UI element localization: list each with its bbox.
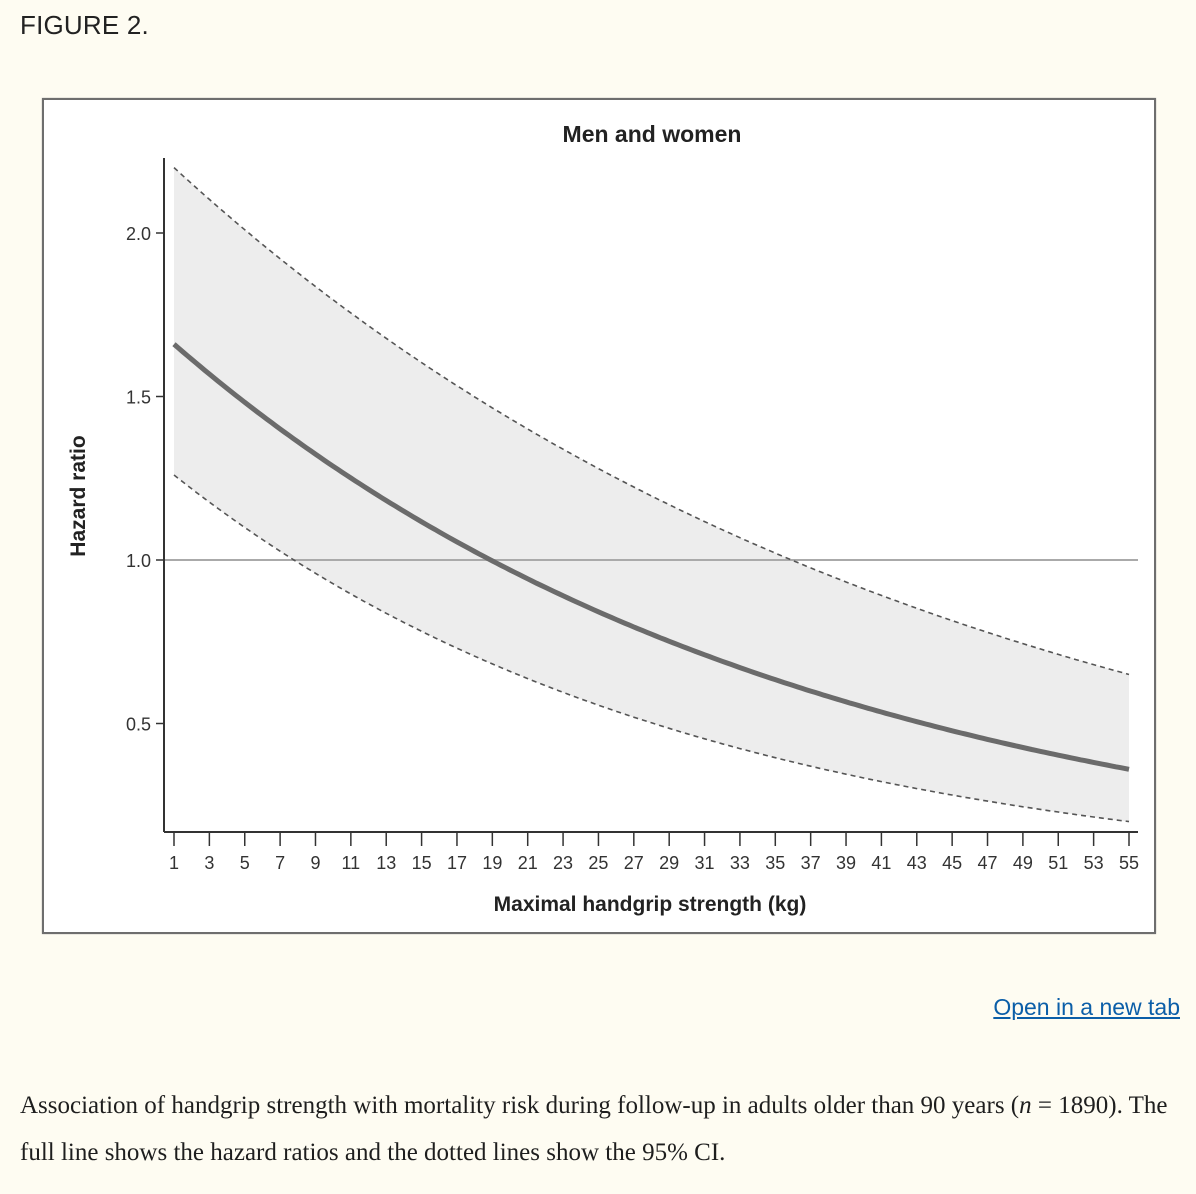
y-tick-label: 0.5 <box>126 715 151 735</box>
x-tick-label: 17 <box>447 853 467 873</box>
x-tick-label: 35 <box>765 853 785 873</box>
x-tick-label: 49 <box>1013 853 1033 873</box>
y-axis-label: Hazard ratio <box>67 435 90 556</box>
ci-upper-line <box>173 167 1130 676</box>
x-tick-label: 7 <box>275 853 285 873</box>
x-tick-label: 11 <box>342 853 361 873</box>
x-tick-label: 39 <box>836 853 856 873</box>
x-tick-label: 25 <box>588 853 608 873</box>
x-tick-label: 19 <box>482 853 502 873</box>
x-tick-label: 31 <box>695 853 715 873</box>
axes-layer: 0.51.01.52.01 3 5 7 9 11 13 15 17 19 21 23 25 27 29 31 3… <box>126 158 1139 873</box>
x-tick-label: 55 <box>1119 853 1139 873</box>
y-tick-label: 1.5 <box>126 388 151 408</box>
y-tick-label: 2.0 <box>126 224 151 244</box>
series-layer <box>172 167 1130 823</box>
x-tick-label: 51 <box>1048 853 1068 873</box>
x-tick-label: 13 <box>376 853 396 873</box>
x-axis-label: Maximal handgrip strength (kg) <box>494 893 807 916</box>
x-tick-label: 37 <box>801 853 821 873</box>
x-tick-label: 9 <box>310 853 320 873</box>
x-tick-label: 3 <box>204 853 214 873</box>
x-tick-label: 23 <box>553 853 573 873</box>
x-tick-label: 15 <box>412 853 432 873</box>
ci-band <box>174 167 1129 822</box>
x-tick-label: 1 <box>169 853 179 873</box>
x-tick-label: 43 <box>907 853 927 873</box>
caption-text-end: = 1890). The full line shows the hazard … <box>20 1092 1168 1166</box>
caption-text-start: Association of handgrip strength with mo… <box>20 1092 1020 1119</box>
x-tick-label: 47 <box>978 853 998 873</box>
chart-title: Men and women <box>563 121 742 147</box>
ci-band-layer <box>174 167 1129 822</box>
x-tick-label: 21 <box>518 853 538 873</box>
x-tick-label: 29 <box>659 853 679 873</box>
open-in-new-tab-link[interactable]: Open in a new tab <box>993 994 1180 1020</box>
chart-svg: 0.51.01.52.01 3 5 7 9 11 13 15 17 19 21 23 25 27 29 31 3… <box>67 121 1139 916</box>
figure-label: FIGURE 2. <box>20 10 149 40</box>
figure-caption: Association of handgrip strength with mo… <box>20 1082 1180 1176</box>
x-tick-label: 45 <box>942 853 962 873</box>
x-tick-label: 41 <box>871 853 891 873</box>
x-tick-label: 27 <box>624 853 644 873</box>
y-tick-label: 1.0 <box>126 551 151 571</box>
caption-n-symbol: n <box>1019 1092 1032 1119</box>
x-tick-label: 5 <box>240 853 250 873</box>
hazard-ratio-line <box>172 342 1130 772</box>
figure-panel: 0.5 1.0 1.5 2.0 1 3 5 7 9 11 13 15 17 19 21 23 25 27 29 31 3… <box>42 98 1156 934</box>
x-tick-label: 53 <box>1084 853 1104 873</box>
ci-lower-line <box>173 474 1130 823</box>
x-tick-label: 33 <box>730 853 750 873</box>
